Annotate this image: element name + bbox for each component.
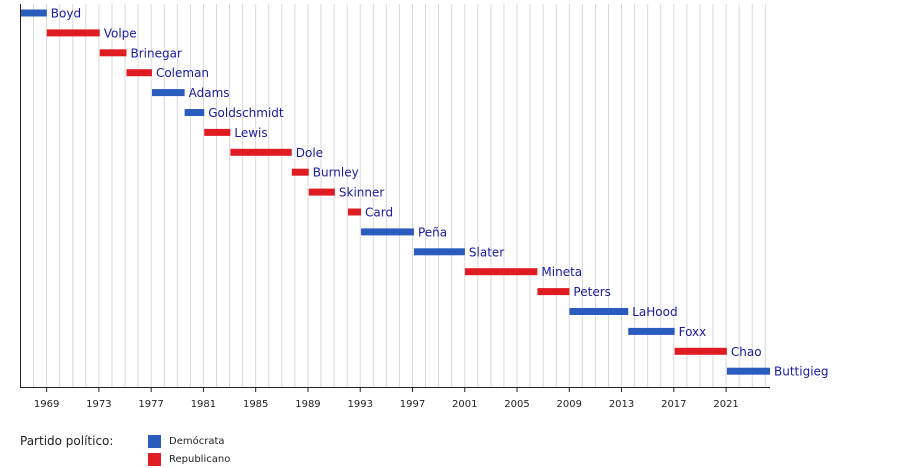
x-tick-label-2017: 2017 xyxy=(661,399,686,410)
bar-label-buttigieg: Buttigieg xyxy=(774,365,829,379)
bar-label-peters: Peters xyxy=(573,285,610,299)
bar-label-boyd: Boyd xyxy=(51,7,81,21)
x-tick-label-2009: 2009 xyxy=(557,399,582,410)
x-tick-label-2013: 2013 xyxy=(609,399,634,410)
bar-label-peña: Peña xyxy=(418,225,447,239)
bar-foxx xyxy=(628,327,675,335)
bar-goldschmidt xyxy=(184,109,205,116)
bar-burnley xyxy=(291,168,309,176)
bar-label-brinegar: Brinegar xyxy=(130,46,181,60)
bar-dole xyxy=(230,148,292,156)
x-tick-label-1989: 1989 xyxy=(295,399,320,410)
x-tick-label-1981: 1981 xyxy=(191,399,216,410)
bar-lahood xyxy=(569,308,629,315)
bar-labels-group: Boyd Volpe Brinegar Coleman Adams Goldschmidt… xyxy=(51,7,829,379)
bar-label-coleman: Coleman xyxy=(156,66,209,80)
bar-label-chao: Chao xyxy=(731,345,762,359)
x-tick-label-1993: 1993 xyxy=(347,399,372,410)
bar-label-burnley: Burnley xyxy=(313,166,359,180)
bar-slater xyxy=(413,248,465,256)
bar-label-volpe: Volpe xyxy=(104,26,137,40)
x-tick-label-1997: 1997 xyxy=(400,399,425,410)
x-tick-label-1985: 1985 xyxy=(243,399,268,410)
bars-group xyxy=(20,9,770,375)
bar-peña xyxy=(361,228,414,236)
bar-label-goldschmidt: Goldschmidt xyxy=(208,106,284,120)
x-tick-label-2021: 2021 xyxy=(713,399,738,410)
bar-adams xyxy=(151,89,185,97)
x-axis: 1969 1973 1977 1981 1985 1989 1993 1997 2001 2005… xyxy=(20,4,770,410)
bar-peters xyxy=(537,288,570,296)
bar-coleman xyxy=(126,69,152,77)
x-tick-label-1973: 1973 xyxy=(86,399,111,410)
x-tick-label-1977: 1977 xyxy=(138,399,163,410)
bar-skinner xyxy=(308,188,335,196)
bar-label-adams: Adams xyxy=(189,86,230,100)
bar-buttigieg xyxy=(726,367,770,375)
bar-label-slater: Slater xyxy=(469,245,504,259)
bar-label-lewis: Lewis xyxy=(234,126,267,140)
bar-volpe xyxy=(46,29,100,37)
bar-boyd xyxy=(20,9,47,17)
bar-chao xyxy=(674,347,727,355)
bar-label-card: Card xyxy=(365,206,393,220)
x-tick-label-2001: 2001 xyxy=(452,399,477,410)
bar-mineta xyxy=(464,268,538,276)
bar-label-dole: Dole xyxy=(296,146,323,160)
x-tick-label-2005: 2005 xyxy=(504,399,529,410)
bar-label-lahood: LaHood xyxy=(632,305,677,319)
bar-label-mineta: Mineta xyxy=(541,265,582,279)
x-tick-label-1969: 1969 xyxy=(34,399,59,410)
bar-lewis xyxy=(204,128,231,136)
bar-label-foxx: Foxx xyxy=(679,325,707,339)
bar-label-skinner: Skinner xyxy=(339,186,384,200)
bar-card xyxy=(347,208,362,216)
bar-brinegar xyxy=(99,49,127,57)
